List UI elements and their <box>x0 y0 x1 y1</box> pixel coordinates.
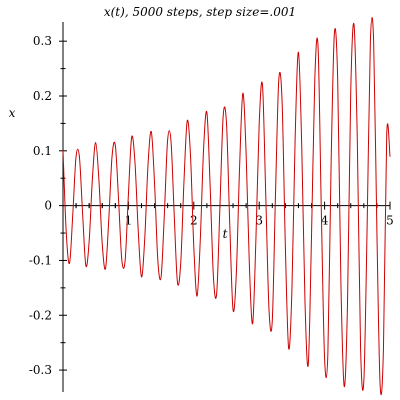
x-axis-title: t <box>223 227 228 241</box>
x-tick-label: 4 <box>321 214 329 228</box>
x-tick-label: 3 <box>255 214 263 228</box>
y-tick-label: 0.3 <box>33 34 52 48</box>
series-group <box>62 17 391 395</box>
y-tick-label: -0.3 <box>29 363 52 377</box>
y-tick-label: -0.2 <box>29 308 52 322</box>
series-line <box>62 17 391 395</box>
chart-title: x(t), 5000 steps, step size=.001 <box>104 5 296 19</box>
x-tick-label: 1 <box>125 214 133 228</box>
y-tick-label: 0.1 <box>33 144 52 158</box>
y-tick-label: 0 <box>44 199 52 213</box>
y-tick-label: 0.2 <box>33 89 52 103</box>
tick-group: 1 2 3 4 5 -0.3 -0.2 -0.1 0 0.1 0.2 0.3 <box>29 34 394 377</box>
y-axis-title: x <box>9 106 16 120</box>
y-tick-label: -0.1 <box>29 253 52 267</box>
x-tick-label: 5 <box>386 214 394 228</box>
x-tick-label: 2 <box>190 214 198 228</box>
